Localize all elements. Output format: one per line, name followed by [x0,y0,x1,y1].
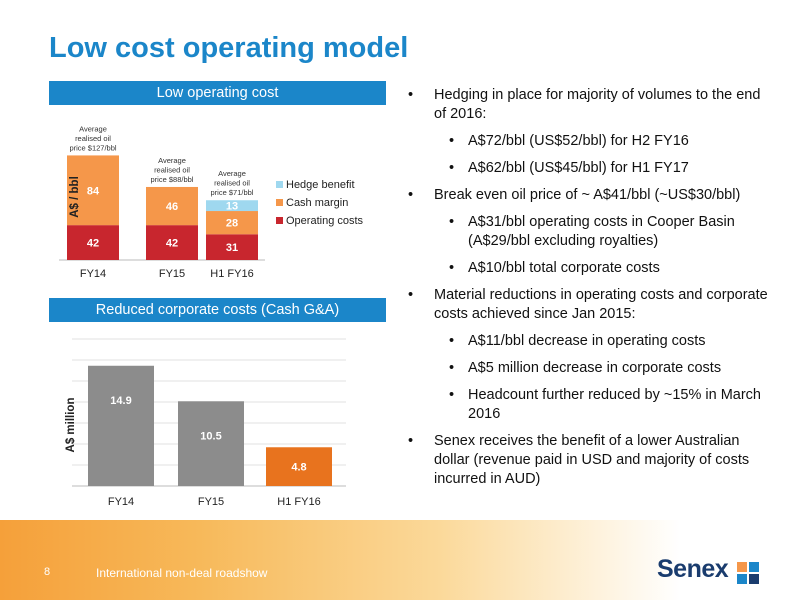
bullet-dot-icon: • [449,333,455,349]
price-annotation: Average realised oil price $71/bbl [211,169,254,197]
bullet-text: A$62/bbl (US$45/bbl) for H1 FY17 [468,160,689,176]
bullet-item: • Senex receives the benefit of a lower A… [404,432,774,489]
page-number: 8 [44,566,51,578]
bar [178,401,244,486]
bullet-item: • A$11/bbl decrease in operating costs [404,332,774,351]
data-label: 46 [166,201,178,213]
bar-segment [146,186,198,226]
bar [266,447,332,486]
bullet-item: • A$10/bbl total corporate costs [404,259,774,278]
x-tick-label: FY14 [80,268,106,280]
bullet-text: A$10/bbl total corporate costs [468,260,660,276]
page-title: Low cost operating model [49,32,409,64]
data-label: 84 [87,185,100,197]
bullet-dot-icon: • [408,187,414,203]
bullet-text: A$72/bbl (US$52/bbl) for H2 FY16 [468,133,689,149]
legend-swatch [276,217,283,224]
bar-segment [67,155,119,226]
bullet-dot-icon: • [449,387,455,403]
bar-segment [206,211,258,235]
bullet-dot-icon: • [449,214,455,230]
y-axis-title: A$ / bbl [69,176,81,218]
bullet-text: Hedging in place for majority of volumes… [434,87,761,122]
legend-swatch [276,199,283,206]
legend-label: Operating costs [286,215,364,227]
legend-label: Cash margin [286,197,348,209]
bullet-item: • A$72/bbl (US$52/bbl) for H2 FY16 [404,132,774,151]
data-label: 31 [226,242,238,254]
price-annotation: Average realised oil price $88/bbl [151,156,194,184]
bullet-dot-icon: • [449,133,455,149]
senex-logo: Senex [657,555,729,583]
bullet-text: Headcount further reduced by ~15% in Mar… [468,387,761,422]
data-label: 28 [226,218,238,230]
bullet-item: • A$62/bbl (US$45/bbl) for H1 FY17 [404,159,774,178]
data-label: 4.8 [291,462,306,474]
data-label: 42 [87,238,99,250]
bar-segment [67,225,119,260]
legend-label: Hedge benefit [286,179,355,191]
bullet-item: • A$5 million decrease in corporate costs [404,359,774,378]
bullet-item: • Material reductions in operating costs … [404,286,774,324]
bar-segment [206,200,258,212]
x-tick-label: FY15 [198,496,224,508]
bullet-dot-icon: • [449,160,455,176]
x-tick-label: FY14 [108,496,134,508]
bullet-dot-icon: • [449,260,455,276]
operating-cost-panel-header: Low operating cost [49,81,386,105]
bullet-text: Material reductions in operating costs a… [434,287,768,322]
y-axis-title: A$ million [65,398,77,453]
bullet-dot-icon: • [408,87,414,103]
bullet-text: A$11/bbl decrease in operating costs [468,333,706,349]
data-label: 14.9 [110,395,131,407]
bullet-item: • A$31/bbl operating costs in Cooper Basi… [404,213,774,251]
bar-segment [146,225,198,260]
bullet-item: • Hedging in place for majority of volume… [404,86,774,124]
bullet-list: • Hedging in place for majority of volume… [404,86,774,497]
data-label: 10.5 [200,430,221,442]
x-tick-label: H1 FY16 [210,268,253,280]
bullet-text: A$5 million decrease in corporate costs [468,360,722,376]
data-label: 13 [226,201,238,213]
bar [88,365,154,486]
bullet-dot-icon: • [449,360,455,376]
bar-segment [206,234,258,260]
bullet-dot-icon: • [408,287,414,303]
logo-mark-icon [737,562,759,584]
corporate-cost-panel-header: Reduced corporate costs (Cash G&A) [49,298,386,322]
footer-band [0,520,800,600]
x-tick-label: H1 FY16 [277,496,320,508]
bullet-item: • Headcount further reduced by ~15% in Ma… [404,386,774,424]
bullet-text: Senex receives the benefit of a lower Au… [434,433,750,487]
x-tick-label: FY15 [159,268,185,280]
bullet-text: Break even oil price of ~ A$41/bbl (~US$… [434,187,741,203]
bullet-item: • Break even oil price of ~ A$41/bbl (~US… [404,186,774,205]
price-annotation: Average realised oil price $127/bbl [69,124,116,152]
footer-text: International non-deal roadshow [96,566,268,580]
bullet-dot-icon: • [408,433,414,449]
legend-swatch [276,181,283,188]
data-label: 42 [166,238,178,250]
bullet-text: A$31/bbl operating costs in Cooper Basin… [468,214,735,249]
